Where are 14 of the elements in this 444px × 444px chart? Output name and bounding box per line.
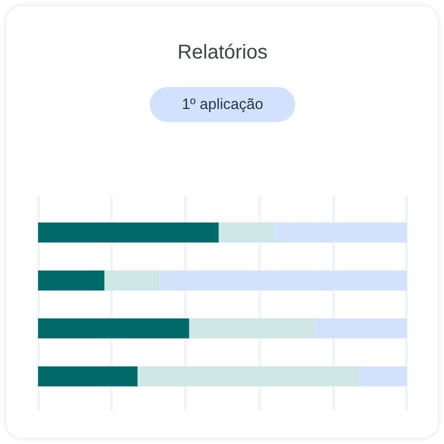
bar [160,270,407,290]
chart-title: Relatórios [177,42,268,64]
bar [38,318,190,338]
bar [38,270,104,290]
bar [189,318,315,338]
bar [104,270,160,290]
bar [359,366,407,386]
bar [314,318,407,338]
chart-subtitle: 1º aplicação [182,96,264,113]
bar [38,222,219,242]
bar [138,366,360,386]
bar [274,222,407,242]
bar [38,366,138,386]
bar [218,222,274,242]
